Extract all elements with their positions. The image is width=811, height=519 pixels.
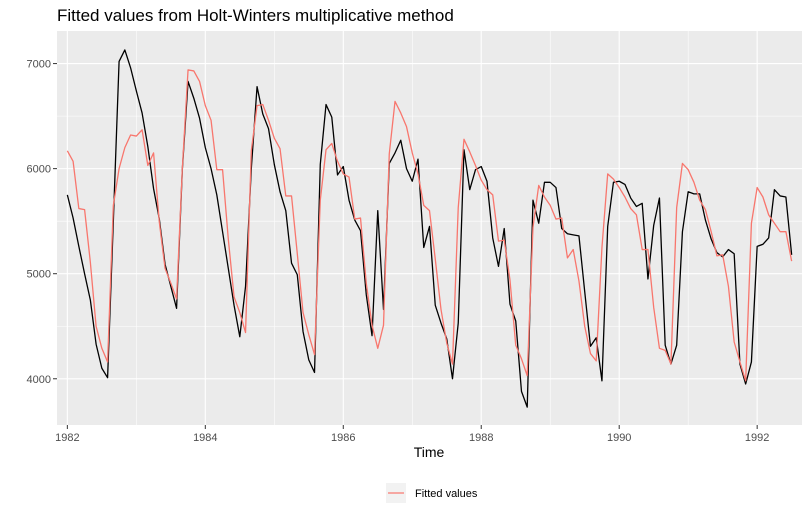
y-tick-label: 4000 [27,374,51,386]
series-layer [66,49,793,408]
legend: Fitted values [386,483,478,503]
major-gridlines [57,31,802,425]
x-axis: 1982 1984 1986 1988 1990 1992 [55,425,769,444]
x-tick-label: 1982 [55,432,79,444]
y-tick-label: 7000 [27,59,51,71]
x-tick-label: 1992 [745,432,769,444]
y-tick-label: 6000 [27,164,51,176]
series-line-fitted-values [66,69,793,382]
x-axis-title: Time [414,444,445,460]
x-tick-label: 1986 [331,432,355,444]
chart-title: Fitted values from Holt-Winters multipli… [57,6,454,25]
x-tick-label: 1984 [193,432,217,444]
x-tick-label: 1990 [607,432,631,444]
x-tick-label: 1988 [469,432,493,444]
y-tick-label: 5000 [27,269,51,281]
legend-label-fitted-values: Fitted values [415,488,478,500]
y-axis: 4000 5000 6000 7000 [27,59,57,386]
